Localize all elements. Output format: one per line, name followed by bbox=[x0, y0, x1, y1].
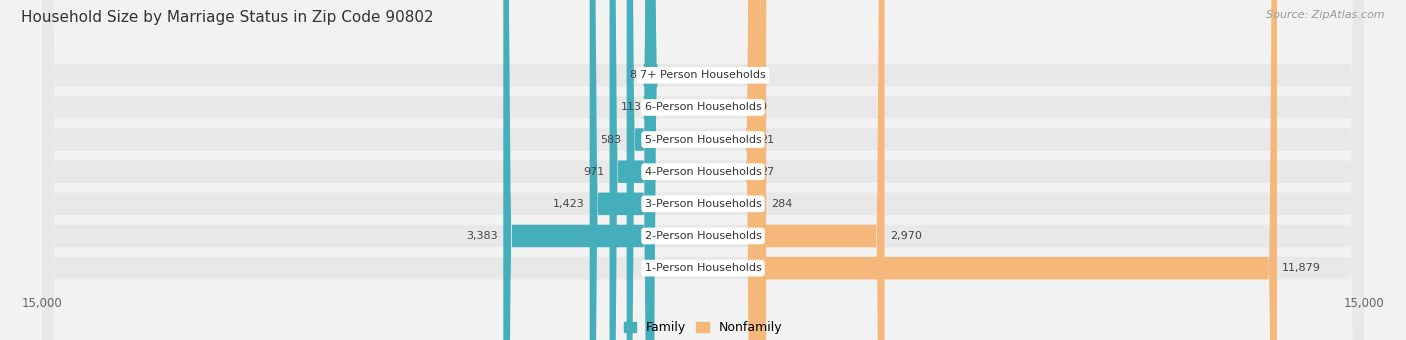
Text: 971: 971 bbox=[583, 167, 605, 177]
Text: 27: 27 bbox=[761, 167, 775, 177]
Text: 113: 113 bbox=[621, 102, 643, 113]
Text: 1,423: 1,423 bbox=[553, 199, 585, 209]
Text: 2-Person Households: 2-Person Households bbox=[644, 231, 762, 241]
Text: 11,879: 11,879 bbox=[1282, 263, 1322, 273]
FancyBboxPatch shape bbox=[589, 0, 652, 340]
Text: 3,383: 3,383 bbox=[467, 231, 498, 241]
Text: 5-Person Households: 5-Person Households bbox=[644, 135, 762, 144]
FancyBboxPatch shape bbox=[745, 0, 762, 340]
Text: Source: ZipAtlas.com: Source: ZipAtlas.com bbox=[1267, 10, 1385, 20]
FancyBboxPatch shape bbox=[754, 0, 766, 340]
Text: 3-Person Households: 3-Person Households bbox=[644, 199, 762, 209]
Text: 1-Person Households: 1-Person Households bbox=[644, 263, 762, 273]
FancyBboxPatch shape bbox=[754, 0, 1277, 340]
Text: 21: 21 bbox=[759, 135, 773, 144]
FancyBboxPatch shape bbox=[42, 0, 1364, 340]
FancyBboxPatch shape bbox=[644, 0, 658, 340]
Text: 80: 80 bbox=[630, 70, 644, 80]
FancyBboxPatch shape bbox=[503, 0, 652, 340]
FancyBboxPatch shape bbox=[42, 0, 1364, 340]
FancyBboxPatch shape bbox=[42, 0, 1364, 340]
Text: 0: 0 bbox=[759, 70, 766, 80]
Text: 2,970: 2,970 bbox=[890, 231, 922, 241]
Text: 0: 0 bbox=[759, 102, 766, 113]
FancyBboxPatch shape bbox=[644, 0, 657, 340]
FancyBboxPatch shape bbox=[610, 0, 652, 340]
FancyBboxPatch shape bbox=[42, 0, 1364, 340]
Text: 6-Person Households: 6-Person Households bbox=[644, 102, 762, 113]
FancyBboxPatch shape bbox=[627, 0, 652, 340]
Text: 583: 583 bbox=[600, 135, 621, 144]
Legend: Family, Nonfamily: Family, Nonfamily bbox=[624, 321, 782, 334]
Text: 4-Person Households: 4-Person Households bbox=[644, 167, 762, 177]
FancyBboxPatch shape bbox=[42, 0, 1364, 340]
Text: Household Size by Marriage Status in Zip Code 90802: Household Size by Marriage Status in Zip… bbox=[21, 10, 433, 25]
FancyBboxPatch shape bbox=[747, 0, 762, 340]
Text: 284: 284 bbox=[772, 199, 793, 209]
FancyBboxPatch shape bbox=[42, 0, 1364, 340]
FancyBboxPatch shape bbox=[754, 0, 884, 340]
Text: 0: 0 bbox=[640, 263, 647, 273]
FancyBboxPatch shape bbox=[42, 0, 1364, 340]
Text: 7+ Person Households: 7+ Person Households bbox=[640, 70, 766, 80]
